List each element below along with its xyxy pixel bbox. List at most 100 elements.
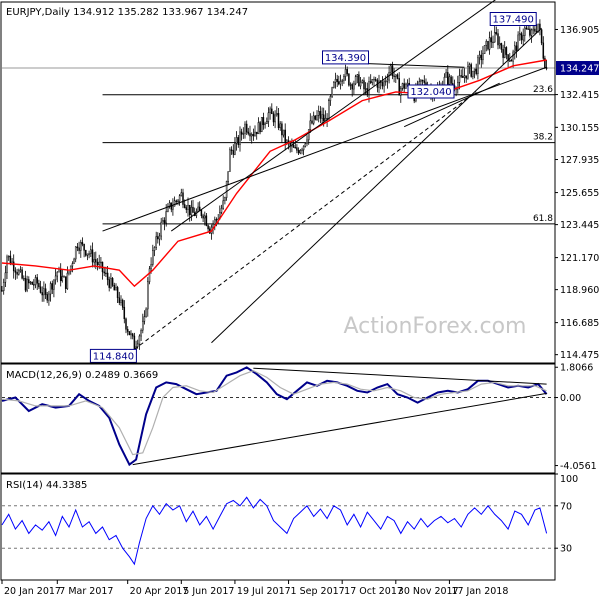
- candle-body: [36, 277, 38, 284]
- candle-body: [423, 80, 426, 83]
- candle-body: [328, 100, 330, 120]
- candle-body: [116, 287, 119, 298]
- candle-body: [177, 200, 179, 202]
- candle-body: [297, 150, 300, 154]
- candle-body: [95, 259, 97, 263]
- candle-body: [463, 75, 466, 78]
- rsi-tick-label: 30: [560, 544, 572, 555]
- candle-body: [38, 283, 40, 288]
- price-tick-label: 123.445: [560, 220, 599, 231]
- candle-body: [187, 204, 189, 210]
- rsi-tick-label: 70: [560, 501, 572, 512]
- rsi-tick-label: 100: [560, 474, 578, 485]
- candle-body: [333, 81, 335, 88]
- candle-body: [317, 111, 320, 116]
- candle-body: [232, 150, 235, 155]
- price-tick-label: 127.935: [560, 155, 599, 166]
- candle-body: [240, 131, 243, 135]
- candle-body: [165, 211, 167, 224]
- candle-body: [202, 215, 204, 219]
- candle-body: [148, 268, 151, 283]
- candle-body: [339, 80, 342, 85]
- candle-body: [503, 47, 506, 58]
- candle-body: [115, 287, 117, 291]
- candle-body: [302, 145, 305, 151]
- date-tick-label: 1 Sep 2017: [291, 586, 345, 597]
- candle-body: [130, 333, 132, 336]
- candle-body: [391, 65, 394, 77]
- candle-body: [488, 37, 491, 50]
- candle-body: [524, 27, 526, 36]
- candle-body: [16, 272, 18, 275]
- candle-body: [252, 134, 255, 137]
- candle-body: [462, 76, 464, 78]
- candle-body: [483, 45, 486, 54]
- candle-body: [163, 220, 166, 224]
- candle-body: [517, 34, 519, 51]
- candle-body: [447, 72, 449, 85]
- price-tick-label: 118.960: [560, 285, 599, 296]
- candle-body: [145, 308, 147, 317]
- candle-body: [90, 249, 92, 254]
- candle-body: [215, 219, 218, 221]
- candle-body: [230, 149, 233, 151]
- candle-body: [473, 68, 476, 72]
- candle-body: [277, 113, 280, 129]
- price-trendline-6: [403, 82, 500, 128]
- candle-body: [63, 276, 65, 278]
- candle-body: [401, 83, 404, 89]
- candle-body: [198, 206, 201, 211]
- candle-body: [421, 79, 424, 82]
- candle-body: [229, 149, 231, 172]
- candle-body: [520, 33, 523, 41]
- price-tick-label: 121.170: [560, 253, 599, 264]
- candle-body: [341, 80, 343, 82]
- candle-body: [420, 79, 422, 82]
- candle-body: [374, 78, 377, 81]
- candle-body: [227, 171, 229, 182]
- candle-body: [343, 76, 345, 81]
- price-annotation: 137.490: [489, 12, 537, 26]
- candle-body: [24, 278, 27, 291]
- candle-body: [18, 270, 20, 275]
- candle-body: [91, 249, 94, 263]
- candle-body: [85, 250, 87, 256]
- candle-body: [68, 271, 70, 274]
- candle-body: [61, 276, 64, 282]
- candle-body: [182, 192, 184, 205]
- candle-body: [237, 137, 240, 145]
- candle-body: [276, 113, 278, 116]
- candle-body: [301, 149, 303, 151]
- candle-body: [468, 64, 471, 67]
- candle-body: [493, 32, 496, 43]
- candle-body: [121, 299, 124, 308]
- candle-body: [309, 120, 312, 131]
- macd-trendline-1: [132, 392, 547, 466]
- candle-body: [106, 272, 109, 280]
- price-tick-label: 125.655: [560, 188, 599, 199]
- macd-tick-label: 1.8066: [560, 363, 593, 374]
- candle-body: [525, 27, 528, 30]
- candle-body: [334, 78, 337, 83]
- candle-body: [338, 81, 340, 85]
- candle-body: [220, 207, 223, 213]
- candle-body: [542, 42, 545, 59]
- candle-body: [224, 197, 226, 201]
- fib-level-label: 38.2: [533, 133, 553, 143]
- candle-body: [477, 57, 479, 74]
- candle-body: [266, 121, 268, 124]
- candle-body: [492, 41, 494, 44]
- candle-body: [162, 220, 164, 223]
- candle-body: [250, 134, 253, 137]
- candle-body: [359, 81, 362, 87]
- candle-body: [86, 253, 89, 256]
- candle-body: [14, 270, 17, 273]
- macd-trendline-2: [253, 367, 547, 385]
- candle-body: [93, 259, 95, 263]
- candle-body: [152, 250, 154, 265]
- candle-body: [247, 131, 250, 134]
- candle-body: [393, 75, 395, 77]
- candle-body: [48, 293, 50, 301]
- candle-body: [160, 221, 162, 237]
- candle-body: [353, 83, 355, 90]
